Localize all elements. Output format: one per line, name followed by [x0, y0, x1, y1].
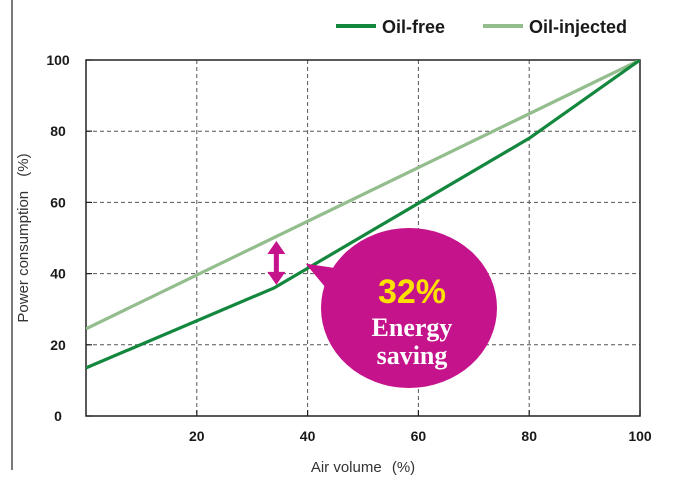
y-axis-label: Power consumption	[15, 191, 32, 323]
x-tick-label-100: 100	[628, 428, 652, 444]
x-axis-unit: (%)	[392, 459, 415, 476]
y-tick-label-60: 60	[50, 194, 66, 210]
y-tick-labels: 0 20 40 60 80 100	[46, 52, 92, 424]
series-layer	[86, 60, 640, 370]
callout-bubble	[321, 228, 497, 388]
arrow-head-up	[267, 241, 286, 254]
y-tick-label-20: 20	[50, 337, 66, 353]
energy-saving-callout: 32% Energy saving	[305, 228, 497, 388]
x-tick-label-80: 80	[521, 428, 537, 444]
y-tick-label-40: 40	[50, 266, 66, 282]
callout-percent: 32%	[378, 273, 446, 311]
y-tick-label-80: 80	[50, 123, 66, 139]
arrow-head-down	[267, 271, 286, 285]
y-axis-title: Power consumption (%)	[15, 153, 32, 322]
y-tick-label-100: 100	[46, 52, 70, 68]
series-line-oil-free	[86, 60, 640, 370]
legend: Oil-free Oil-injected	[336, 17, 627, 37]
legend-label-oil-injected: Oil-injected	[529, 17, 627, 37]
x-axis-label: Air volume	[311, 459, 382, 476]
x-tick-label-40: 40	[300, 428, 316, 444]
legend-label-oil-free: Oil-free	[382, 17, 445, 37]
gap-double-arrow	[267, 241, 286, 285]
plot-frame	[85, 59, 641, 417]
x-axis-title: Air volume (%)	[311, 459, 415, 476]
callout-line-2: saving	[377, 341, 448, 370]
y-axis-unit: (%)	[15, 153, 32, 176]
x-tick-label-60: 60	[411, 428, 427, 444]
x-tick-label-20: 20	[189, 428, 205, 444]
x-tick-labels: 20 40 60 80 100	[189, 410, 652, 444]
series-line-oil-injected	[86, 60, 640, 331]
callout-line-1: Energy	[372, 313, 453, 342]
y-tick-label-0: 0	[54, 408, 62, 424]
